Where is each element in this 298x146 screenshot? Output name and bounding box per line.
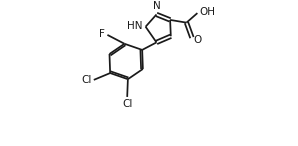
- Text: N: N: [153, 1, 160, 11]
- Text: HN: HN: [127, 21, 142, 31]
- Text: O: O: [193, 35, 201, 45]
- Text: F: F: [99, 29, 105, 39]
- Text: OH: OH: [199, 7, 215, 17]
- Text: Cl: Cl: [81, 75, 91, 85]
- Text: Cl: Cl: [123, 99, 133, 109]
